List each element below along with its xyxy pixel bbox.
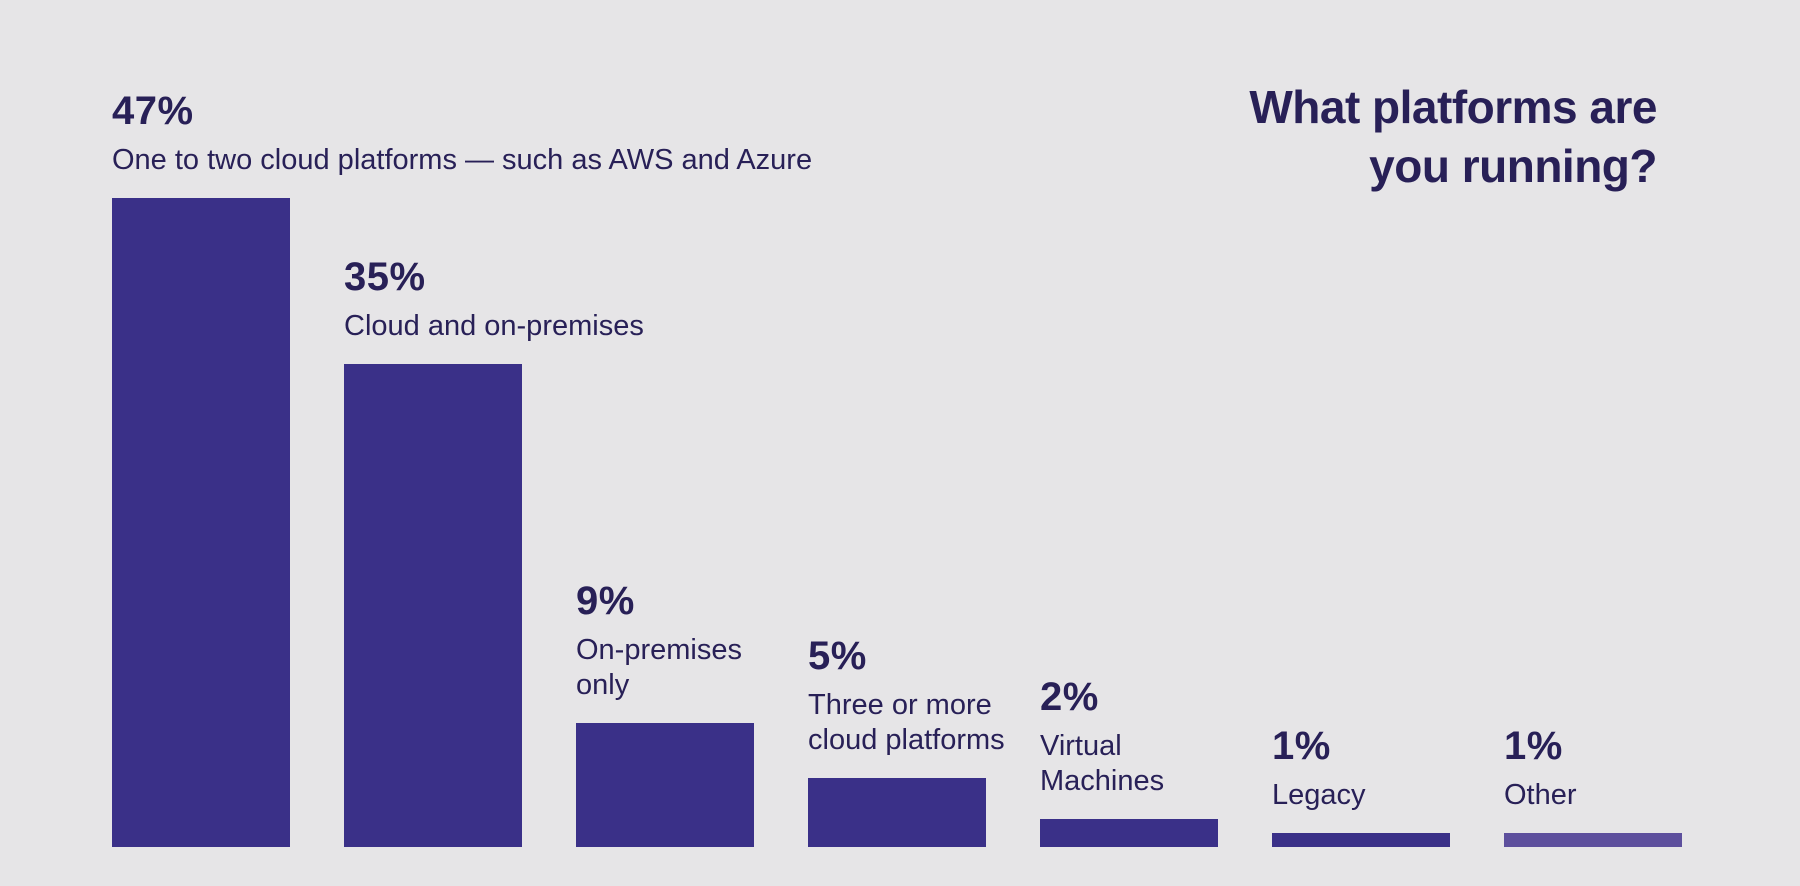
chart-title: What platforms are you running?: [1249, 78, 1657, 196]
bar-category-label: On-premises only: [576, 633, 742, 703]
bar-category-line: Cloud and on-premises: [344, 310, 644, 342]
bar-category-label: Three or more cloud platforms: [808, 688, 1005, 758]
bar-label: 5% Three or more cloud platforms: [808, 633, 1005, 758]
bar-rect: [112, 198, 290, 847]
bar-category-label: Other: [1504, 778, 1577, 813]
chart-title-line1: What platforms are: [1249, 81, 1657, 133]
bar-label: 47% One to two cloud platforms — such as…: [112, 88, 812, 178]
bar-rect: [808, 778, 986, 847]
bar-category-line: Three or more: [808, 689, 992, 721]
bar-category-line: only: [576, 669, 630, 701]
bar-rect: [344, 364, 522, 847]
bar-category-line: Legacy: [1272, 779, 1366, 811]
bar-category-label: One to two cloud platforms — such as AWS…: [112, 143, 812, 178]
bar-value-label: 9%: [576, 579, 635, 623]
bar-rect: [1504, 833, 1682, 847]
bar-category-line: On-premises: [576, 634, 742, 666]
bar-category-label: Virtual Machines: [1040, 729, 1164, 799]
bar-label: 35% Cloud and on-premises: [344, 254, 644, 344]
bar-category-line: Other: [1504, 779, 1577, 811]
bar-rect: [1272, 833, 1450, 847]
bar-rect: [576, 723, 754, 847]
chart-title-line2: you running?: [1369, 140, 1657, 192]
bar-value-label: 35%: [344, 255, 426, 299]
bar-value-label: 1%: [1272, 724, 1331, 768]
bar-category-line: Machines: [1040, 765, 1165, 797]
bar-label: 2% Virtual Machines: [1040, 674, 1164, 799]
bar-label: 1% Legacy: [1272, 723, 1366, 813]
bar-label: 9% On-premises only: [576, 578, 742, 703]
bar-value-label: 47%: [112, 89, 194, 133]
bar-label: 1% Other: [1504, 723, 1577, 813]
bar-category-label: Cloud and on-premises: [344, 309, 644, 344]
bar-value-label: 2%: [1040, 675, 1099, 719]
bar-value-label: 5%: [808, 634, 867, 678]
bar-value-label: 1%: [1504, 724, 1563, 768]
bar-category-label: Legacy: [1272, 778, 1366, 813]
bar-rect: [1040, 819, 1218, 847]
bar-category-line: cloud platforms: [808, 724, 1005, 756]
bar-category-line: Virtual: [1040, 730, 1122, 762]
bar-category-line: One to two cloud platforms — such as AWS…: [112, 144, 813, 176]
